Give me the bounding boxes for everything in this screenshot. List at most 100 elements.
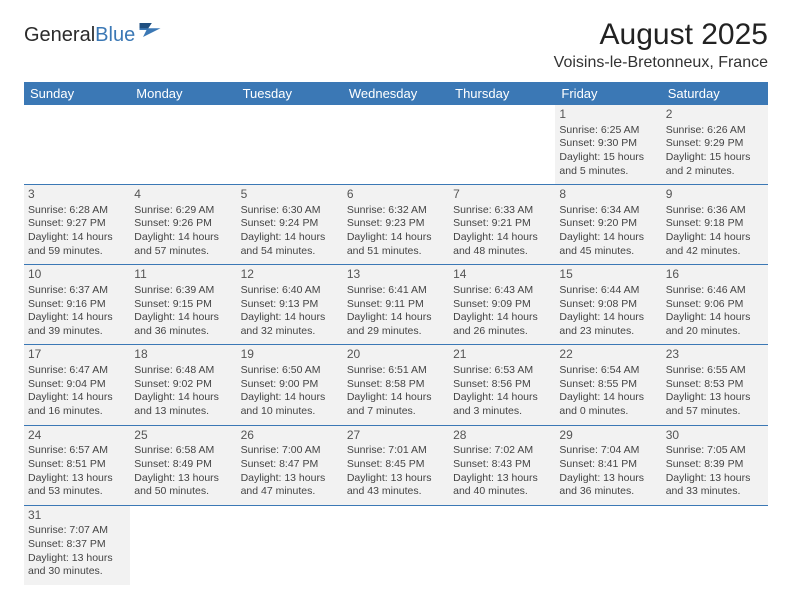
sunrise-text: Sunrise: 6:39 AM — [134, 284, 232, 298]
calendar-cell: 16Sunrise: 6:46 AMSunset: 9:06 PMDayligh… — [662, 265, 768, 345]
calendar-table: SundayMondayTuesdayWednesdayThursdayFrid… — [24, 82, 768, 585]
sunrise-text: Sunrise: 6:51 AM — [347, 364, 445, 378]
day-header: Wednesday — [343, 82, 449, 105]
calendar-cell: 20Sunrise: 6:51 AMSunset: 8:58 PMDayligh… — [343, 345, 449, 425]
day-number: 31 — [28, 508, 126, 524]
day-number: 4 — [134, 187, 232, 203]
day-number: 21 — [453, 347, 551, 363]
sunset-text: Sunset: 9:30 PM — [559, 137, 657, 151]
sunrise-text: Sunrise: 6:58 AM — [134, 444, 232, 458]
daylight-text: Daylight: 14 hours and 0 minutes. — [559, 391, 657, 418]
calendar-cell: 5Sunrise: 6:30 AMSunset: 9:24 PMDaylight… — [237, 185, 343, 265]
sunset-text: Sunset: 9:26 PM — [134, 217, 232, 231]
sunset-text: Sunset: 9:29 PM — [666, 137, 764, 151]
sunrise-text: Sunrise: 6:36 AM — [666, 204, 764, 218]
daylight-text: Daylight: 14 hours and 16 minutes. — [28, 391, 126, 418]
day-number: 23 — [666, 347, 764, 363]
sunset-text: Sunset: 9:23 PM — [347, 217, 445, 231]
calendar-cell-empty — [24, 105, 130, 185]
calendar-cell-empty — [237, 105, 343, 185]
sunrise-text: Sunrise: 7:00 AM — [241, 444, 339, 458]
sunrise-text: Sunrise: 7:02 AM — [453, 444, 551, 458]
day-header: Monday — [130, 82, 236, 105]
sunrise-text: Sunrise: 6:43 AM — [453, 284, 551, 298]
sunset-text: Sunset: 8:58 PM — [347, 378, 445, 392]
sunset-text: Sunset: 9:04 PM — [28, 378, 126, 392]
day-number: 2 — [666, 107, 764, 123]
daylight-text: Daylight: 14 hours and 26 minutes. — [453, 311, 551, 338]
calendar-row: 1Sunrise: 6:25 AMSunset: 9:30 PMDaylight… — [24, 105, 768, 185]
day-number: 7 — [453, 187, 551, 203]
daylight-text: Daylight: 13 hours and 40 minutes. — [453, 472, 551, 499]
day-number: 1 — [559, 107, 657, 123]
sunrise-text: Sunrise: 7:07 AM — [28, 524, 126, 538]
calendar-cell-empty — [343, 105, 449, 185]
day-number: 3 — [28, 187, 126, 203]
calendar-cell: 15Sunrise: 6:44 AMSunset: 9:08 PMDayligh… — [555, 265, 661, 345]
calendar-cell: 17Sunrise: 6:47 AMSunset: 9:04 PMDayligh… — [24, 345, 130, 425]
calendar-cell: 23Sunrise: 6:55 AMSunset: 8:53 PMDayligh… — [662, 345, 768, 425]
location: Voisins-le-Bretonneux, France — [554, 54, 768, 72]
daylight-text: Daylight: 14 hours and 7 minutes. — [347, 391, 445, 418]
sunset-text: Sunset: 8:55 PM — [559, 378, 657, 392]
sunset-text: Sunset: 8:37 PM — [28, 538, 126, 552]
daylight-text: Daylight: 13 hours and 50 minutes. — [134, 472, 232, 499]
calendar-cell: 6Sunrise: 6:32 AMSunset: 9:23 PMDaylight… — [343, 185, 449, 265]
daylight-text: Daylight: 14 hours and 32 minutes. — [241, 311, 339, 338]
calendar-cell: 2Sunrise: 6:26 AMSunset: 9:29 PMDaylight… — [662, 105, 768, 185]
calendar-cell: 4Sunrise: 6:29 AMSunset: 9:26 PMDaylight… — [130, 185, 236, 265]
sunrise-text: Sunrise: 6:53 AM — [453, 364, 551, 378]
calendar-cell: 22Sunrise: 6:54 AMSunset: 8:55 PMDayligh… — [555, 345, 661, 425]
day-number: 28 — [453, 428, 551, 444]
calendar-cell-empty — [237, 505, 343, 585]
day-number: 14 — [453, 267, 551, 283]
sunrise-text: Sunrise: 6:28 AM — [28, 204, 126, 218]
sunset-text: Sunset: 9:08 PM — [559, 298, 657, 312]
day-header-row: SundayMondayTuesdayWednesdayThursdayFrid… — [24, 82, 768, 105]
sunrise-text: Sunrise: 6:40 AM — [241, 284, 339, 298]
daylight-text: Daylight: 13 hours and 47 minutes. — [241, 472, 339, 499]
sunrise-text: Sunrise: 6:25 AM — [559, 124, 657, 138]
calendar-cell: 3Sunrise: 6:28 AMSunset: 9:27 PMDaylight… — [24, 185, 130, 265]
daylight-text: Daylight: 14 hours and 13 minutes. — [134, 391, 232, 418]
daylight-text: Daylight: 13 hours and 57 minutes. — [666, 391, 764, 418]
day-number: 22 — [559, 347, 657, 363]
day-header: Sunday — [24, 82, 130, 105]
sunrise-text: Sunrise: 6:37 AM — [28, 284, 126, 298]
calendar-cell-empty — [555, 505, 661, 585]
daylight-text: Daylight: 13 hours and 43 minutes. — [347, 472, 445, 499]
sunrise-text: Sunrise: 6:48 AM — [134, 364, 232, 378]
sunrise-text: Sunrise: 6:33 AM — [453, 204, 551, 218]
sunset-text: Sunset: 9:06 PM — [666, 298, 764, 312]
calendar-cell: 25Sunrise: 6:58 AMSunset: 8:49 PMDayligh… — [130, 425, 236, 505]
sunrise-text: Sunrise: 6:34 AM — [559, 204, 657, 218]
day-header: Tuesday — [237, 82, 343, 105]
logo: GeneralBlue — [24, 24, 161, 47]
calendar-cell: 19Sunrise: 6:50 AMSunset: 9:00 PMDayligh… — [237, 345, 343, 425]
day-number: 16 — [666, 267, 764, 283]
calendar-cell: 31Sunrise: 7:07 AMSunset: 8:37 PMDayligh… — [24, 505, 130, 585]
sunset-text: Sunset: 8:53 PM — [666, 378, 764, 392]
sunset-text: Sunset: 8:43 PM — [453, 458, 551, 472]
daylight-text: Daylight: 14 hours and 23 minutes. — [559, 311, 657, 338]
calendar-cell: 8Sunrise: 6:34 AMSunset: 9:20 PMDaylight… — [555, 185, 661, 265]
sunset-text: Sunset: 8:45 PM — [347, 458, 445, 472]
calendar-row: 31Sunrise: 7:07 AMSunset: 8:37 PMDayligh… — [24, 505, 768, 585]
daylight-text: Daylight: 13 hours and 53 minutes. — [28, 472, 126, 499]
sunrise-text: Sunrise: 7:05 AM — [666, 444, 764, 458]
sunset-text: Sunset: 9:24 PM — [241, 217, 339, 231]
day-number: 27 — [347, 428, 445, 444]
sunrise-text: Sunrise: 6:41 AM — [347, 284, 445, 298]
day-number: 25 — [134, 428, 232, 444]
sunset-text: Sunset: 9:16 PM — [28, 298, 126, 312]
sunset-text: Sunset: 8:41 PM — [559, 458, 657, 472]
day-number: 19 — [241, 347, 339, 363]
daylight-text: Daylight: 14 hours and 54 minutes. — [241, 231, 339, 258]
daylight-text: Daylight: 14 hours and 29 minutes. — [347, 311, 445, 338]
daylight-text: Daylight: 13 hours and 36 minutes. — [559, 472, 657, 499]
calendar-cell: 10Sunrise: 6:37 AMSunset: 9:16 PMDayligh… — [24, 265, 130, 345]
calendar-cell: 28Sunrise: 7:02 AMSunset: 8:43 PMDayligh… — [449, 425, 555, 505]
sunset-text: Sunset: 9:18 PM — [666, 217, 764, 231]
daylight-text: Daylight: 15 hours and 5 minutes. — [559, 151, 657, 178]
sunset-text: Sunset: 9:09 PM — [453, 298, 551, 312]
